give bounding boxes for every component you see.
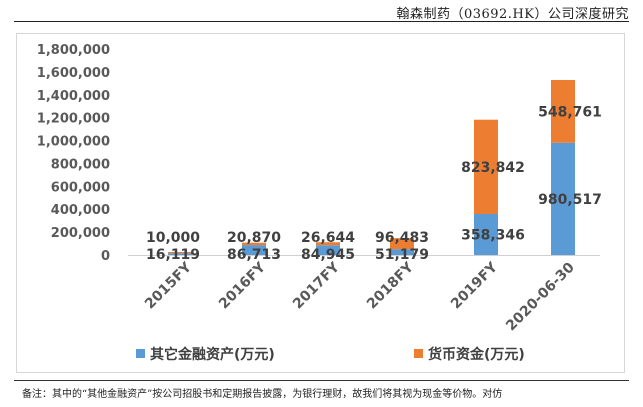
y-tick-label: 1,200,000 xyxy=(37,112,110,127)
y-tick-label: 1,600,000 xyxy=(37,66,110,81)
y-tick-label: 0 xyxy=(101,249,110,264)
chart-frame xyxy=(16,33,625,373)
bar-segment-cash xyxy=(168,252,192,254)
y-tick-label: 800,000 xyxy=(51,157,110,172)
y-tick-label: 1,800,000 xyxy=(37,43,110,58)
bar-segment-financial-assets xyxy=(474,213,498,255)
bar-segment-cash xyxy=(551,79,575,143)
bar-segment-financial-assets xyxy=(551,142,575,255)
report-title: 翰森制药（03692.HK）公司深度研究 xyxy=(396,7,629,22)
legend-label: 货币资金(万元) xyxy=(427,346,525,363)
x-tick-label: 2015FY xyxy=(142,259,195,312)
bar-segment-cash xyxy=(242,242,266,246)
x-tick-label: 2019FY xyxy=(448,259,501,312)
y-tick-label: 1,400,000 xyxy=(37,89,110,104)
bar-segment-cash xyxy=(474,119,498,214)
y-tick-label: 1,000,000 xyxy=(37,135,110,150)
x-tick-label: 2020-06-30 xyxy=(503,259,578,334)
bar-segment-financial-assets xyxy=(390,249,414,255)
data-label-financial-assets: 51,179 xyxy=(375,247,429,263)
bar-segment-financial-assets xyxy=(316,245,340,255)
data-label-financial-assets: 86,713 xyxy=(227,247,281,263)
y-tick-label: 200,000 xyxy=(51,226,110,241)
data-label-cash: 26,644 xyxy=(301,230,355,246)
x-tick-label: 2016FY xyxy=(216,259,269,312)
bar-segment-cash xyxy=(316,242,340,246)
data-label-financial-assets: 358,346 xyxy=(461,227,525,243)
data-label-cash: 20,870 xyxy=(227,230,281,246)
bar-segment-financial-assets xyxy=(168,253,192,255)
data-label-financial-assets: 84,945 xyxy=(301,247,355,263)
legend-swatch xyxy=(136,349,145,358)
data-label-cash: 10,000 xyxy=(146,230,200,246)
report-header: 翰森制药（03692.HK）公司深度研究 xyxy=(0,0,643,23)
data-label-cash: 823,842 xyxy=(461,160,525,176)
data-label-financial-assets: 980,517 xyxy=(538,192,602,208)
legend-swatch xyxy=(414,349,423,358)
y-tick-label: 600,000 xyxy=(51,180,110,195)
bar-segment-financial-assets xyxy=(242,245,266,255)
bar-segment-cash xyxy=(390,238,414,250)
header-divider xyxy=(14,21,629,23)
legend-label: 其它金融资产(万元) xyxy=(150,346,275,363)
footer-divider xyxy=(14,380,629,381)
data-label-financial-assets: 16,119 xyxy=(146,247,200,263)
y-tick-label: 400,000 xyxy=(51,203,110,218)
x-tick-label: 2018FY xyxy=(364,259,417,312)
data-label-cash: 548,761 xyxy=(538,104,602,120)
footnote: 备注：其中的“其他金融资产”按公司招股书和定期报告披露，为银行理财，故我们将其视… xyxy=(22,389,503,400)
x-tick-label: 2017FY xyxy=(290,259,343,312)
data-label-cash: 96,483 xyxy=(375,230,429,246)
